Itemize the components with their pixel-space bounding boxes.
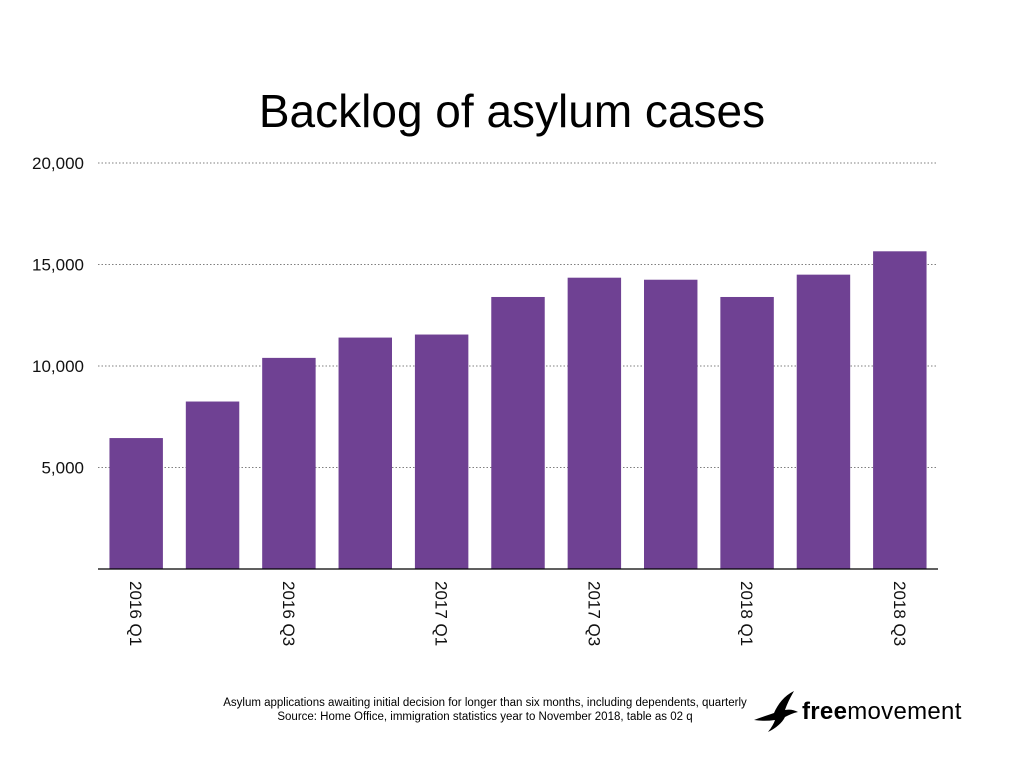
x-tick-label: 2016 Q1: [126, 581, 145, 646]
chart-title: Backlog of asylum cases: [258, 85, 766, 137]
x-axis-ticks: 2016 Q1 2016 Q3 2017 Q1 2017 Q3 2018 Q1 2018 …: [126, 581, 909, 646]
bar: [262, 357, 316, 569]
bar: [491, 296, 545, 569]
logo-regular: movement: [847, 698, 962, 725]
logo-wordmark: freemovement: [802, 698, 962, 726]
bar: [338, 337, 392, 569]
bird-icon: [754, 691, 798, 732]
x-tick-label: 2016 Q3: [279, 581, 298, 646]
y-tick-label: 10,000: [32, 357, 84, 376]
x-tick-label: 2018 Q1: [737, 581, 756, 646]
bar: [414, 334, 469, 569]
y-tick-label: 15,000: [32, 256, 84, 275]
x-tick-label: 2017 Q1: [432, 581, 451, 646]
y-tick-label: 20,000: [32, 154, 84, 173]
y-tick-label: 5,000: [41, 459, 84, 478]
bar: [644, 279, 698, 569]
x-tick-label: 2018 Q3: [890, 581, 909, 646]
bars: [109, 251, 927, 569]
y-axis-ticks: 5,000 10,000 15,000 20,000: [32, 154, 84, 478]
bar: [720, 296, 774, 569]
bar: [796, 274, 851, 569]
logo-bold: free: [802, 698, 848, 725]
bar: [567, 277, 622, 569]
bar: [109, 438, 163, 569]
bar: [185, 401, 240, 569]
bar: [873, 251, 927, 569]
x-tick-label: 2017 Q3: [584, 581, 603, 646]
footer-source: Source: Home Office, immigration statist…: [277, 711, 693, 723]
footer-description: Asylum applications awaiting initial dec…: [223, 697, 747, 709]
freemovement-logo[interactable]: freemovement: [752, 688, 982, 736]
footer-note: Asylum applications awaiting initial dec…: [120, 696, 850, 724]
